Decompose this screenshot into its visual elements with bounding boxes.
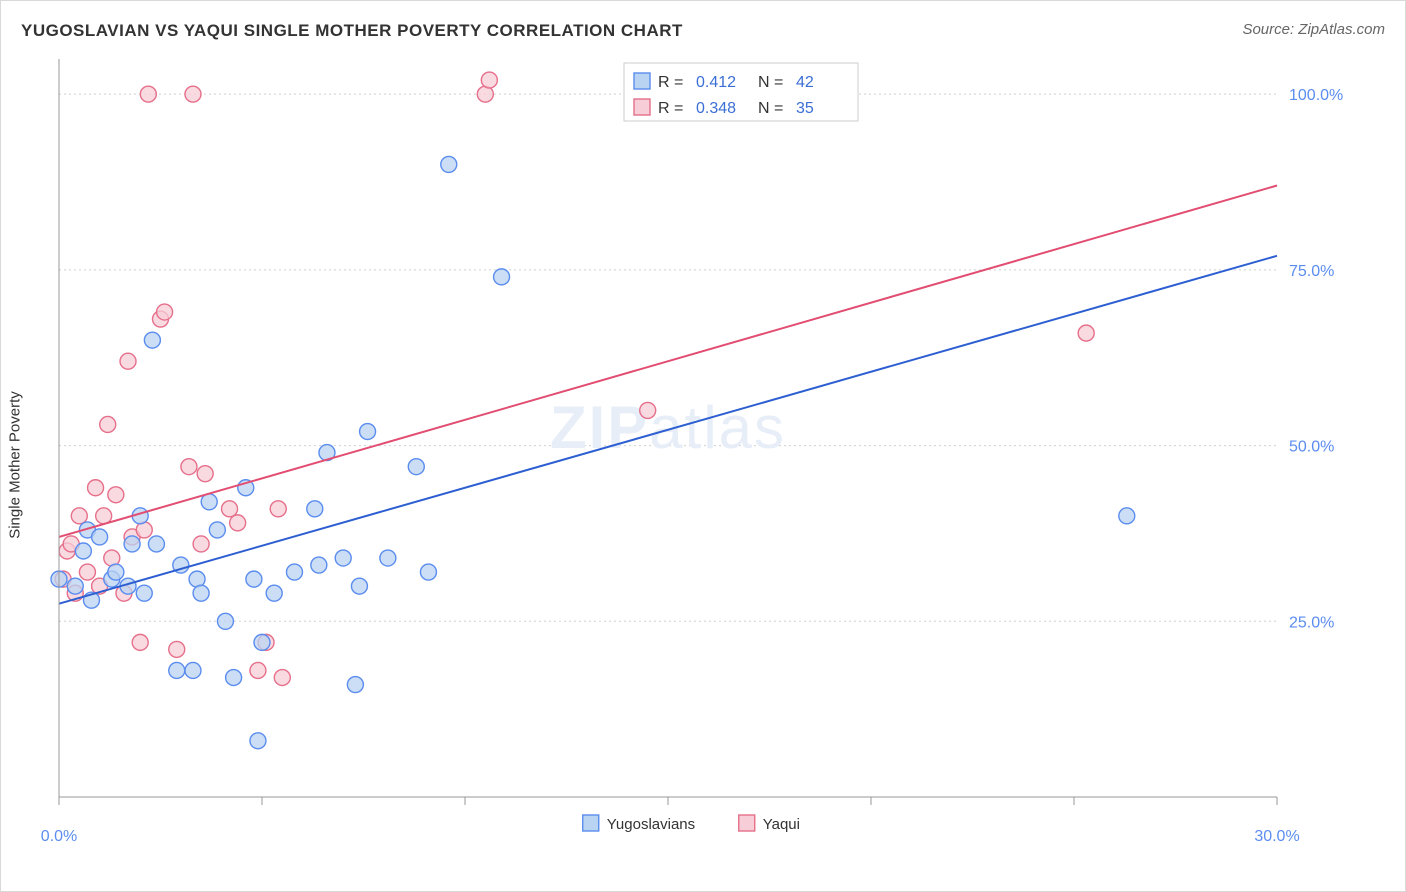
data-point [79,564,95,580]
data-point [92,529,108,545]
data-point [108,487,124,503]
data-point [335,550,351,566]
data-point [108,564,124,580]
data-point [197,466,213,482]
trend-line [59,256,1277,604]
data-point [148,536,164,552]
legend-swatch [583,815,599,831]
data-point [640,402,656,418]
legend-label: Yugoslavians [607,816,695,833]
data-point [124,536,140,552]
data-point [380,550,396,566]
data-point [67,578,83,594]
data-point [71,508,87,524]
trend-line [59,186,1277,537]
y-axis-label: Single Mother Poverty [7,391,24,539]
data-point [88,480,104,496]
data-point [274,670,290,686]
legend-swatch [739,815,755,831]
data-point [250,662,266,678]
y-tick-label: 50.0% [1289,439,1334,456]
data-point [120,353,136,369]
legend-swatch [634,99,650,115]
data-point [420,564,436,580]
legend-r-label: R = [658,100,683,117]
data-point [169,641,185,657]
data-point [157,304,173,320]
scatter-chart: ZIPatlas 0.0% 30.0% 25.0% 50.0% 75.0% 100.0% R … [21,55,1361,865]
data-point [136,585,152,601]
data-point [132,634,148,650]
data-point [286,564,302,580]
data-point [311,557,327,573]
data-point [481,72,497,88]
legend-swatch [634,73,650,89]
legend-n-value: 35 [796,100,814,117]
data-point [140,86,156,102]
data-point [217,613,233,629]
source-attribution: Source: ZipAtlas.com [1242,21,1385,38]
data-point [250,733,266,749]
data-point [266,585,282,601]
chart-wrap: Single Mother Poverty ZIPatlas0.0%30.0%2… [21,55,1371,875]
legend-n-label: N = [758,74,783,91]
data-point [185,86,201,102]
header-row: YUGOSLAVIAN VS YAQUI SINGLE MOTHER POVER… [21,21,1385,41]
data-point [408,459,424,475]
data-point [1119,508,1135,524]
data-point [169,662,185,678]
data-point [351,578,367,594]
legend-n-label: N = [758,100,783,117]
y-tick-label: 75.0% [1289,263,1334,280]
data-point [222,501,238,517]
data-point [270,501,286,517]
data-point [347,677,363,693]
chart-container: YUGOSLAVIAN VS YAQUI SINGLE MOTHER POVER… [0,0,1406,892]
data-point [193,585,209,601]
data-point [209,522,225,538]
data-point [100,416,116,432]
data-point [226,670,242,686]
chart-title: YUGOSLAVIAN VS YAQUI SINGLE MOTHER POVER… [21,21,683,41]
y-tick-label: 25.0% [1289,614,1334,631]
data-point [246,571,262,587]
data-point [1078,325,1094,341]
watermark: ZIPatlas [550,394,786,461]
data-point [441,156,457,172]
data-point [75,543,91,559]
data-point [144,332,160,348]
legend-n-value: 42 [796,74,814,91]
data-point [230,515,246,531]
legend-r-value: 0.412 [696,74,736,91]
data-point [185,662,201,678]
data-point [307,501,323,517]
data-point [254,634,270,650]
x-tick-label: 0.0% [41,828,77,845]
x-tick-label: 30.0% [1254,828,1299,845]
legend-r-label: R = [658,74,683,91]
y-tick-label: 100.0% [1289,87,1343,104]
data-point [181,459,197,475]
legend-r-value: 0.348 [696,100,736,117]
legend-label: Yaqui [763,816,800,833]
data-point [494,269,510,285]
data-point [193,536,209,552]
data-point [360,424,376,440]
